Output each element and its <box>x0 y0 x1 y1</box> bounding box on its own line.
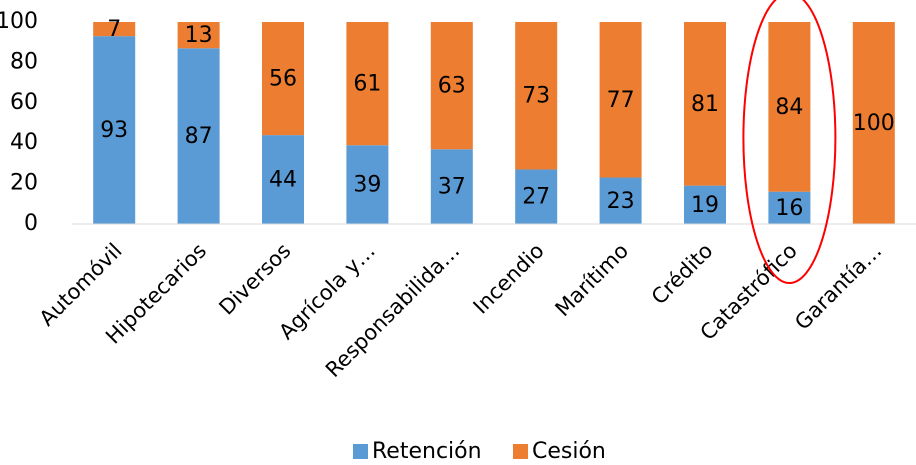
legend: Retención Cesión <box>353 439 606 464</box>
bar-retencion <box>599 177 642 224</box>
y-tick-label: 0 <box>24 211 38 236</box>
bar-cesion <box>768 22 811 192</box>
bar-cesion <box>262 22 304 136</box>
data-label: 39 <box>353 173 381 198</box>
bar-cesion <box>346 22 389 146</box>
bar-cesion <box>177 22 220 49</box>
data-label: 81 <box>691 92 719 117</box>
data-label: 56 <box>269 67 297 92</box>
legend-swatch <box>353 444 368 459</box>
highlight-annotation <box>742 0 837 284</box>
data-label: 37 <box>438 175 466 200</box>
x-tick-label: Crédito <box>647 239 718 310</box>
legend-label: Cesión <box>532 439 606 464</box>
data-label: 16 <box>775 196 803 221</box>
data-label: 19 <box>691 193 719 218</box>
data-label: 93 <box>100 118 128 143</box>
x-tick-label: Automóvil <box>35 239 127 331</box>
bar-retencion <box>93 36 136 224</box>
data-label: 63 <box>438 74 466 99</box>
y-tick-label: 60 <box>10 90 38 115</box>
bar-retencion <box>346 145 389 224</box>
x-tick-label: Marítimo <box>551 239 634 322</box>
y-tick-label: 20 <box>10 171 38 196</box>
bars <box>93 22 895 225</box>
data-label: 13 <box>185 23 213 48</box>
x-tick-label: Diversos <box>214 239 295 320</box>
data-label: 77 <box>607 88 635 113</box>
data-label: 61 <box>353 72 381 97</box>
bar-cesion <box>599 22 642 178</box>
data-labels: 93 7 87 13 44 56 39 61 37 63 27 73 23 77 19 81 16 84 100 <box>100 17 895 221</box>
bar-retencion <box>262 135 304 224</box>
bar-cesion <box>93 22 136 37</box>
y-tick-label: 80 <box>10 49 38 74</box>
highlight-ellipse <box>742 0 837 284</box>
y-tick-label: 100 <box>0 9 38 34</box>
bar-retencion <box>684 185 726 224</box>
x-tick-label: Incendio <box>469 239 549 319</box>
bar-retencion <box>515 169 558 224</box>
bar-retencion <box>177 48 220 225</box>
data-label: 100 <box>853 111 895 136</box>
data-label: 84 <box>775 95 803 120</box>
data-label: 23 <box>607 189 635 214</box>
data-label: 73 <box>522 84 550 109</box>
bar-retencion <box>430 149 473 224</box>
data-label: 27 <box>522 185 550 210</box>
data-label: 44 <box>269 168 297 193</box>
bar-cesion <box>852 22 895 224</box>
bar-cesion <box>515 22 558 170</box>
data-label: 7 <box>107 17 121 42</box>
data-label: 87 <box>185 124 213 149</box>
legend-label: Retención <box>372 439 482 464</box>
legend-swatch <box>513 444 528 459</box>
y-tick-label: 40 <box>10 130 38 155</box>
x-tick-label: Garantía… <box>790 239 886 335</box>
y-axis: 0 20 40 60 80 100 <box>0 9 38 236</box>
bar-cesion <box>684 22 726 186</box>
bar-retencion <box>768 191 811 224</box>
bar-cesion <box>430 22 473 150</box>
